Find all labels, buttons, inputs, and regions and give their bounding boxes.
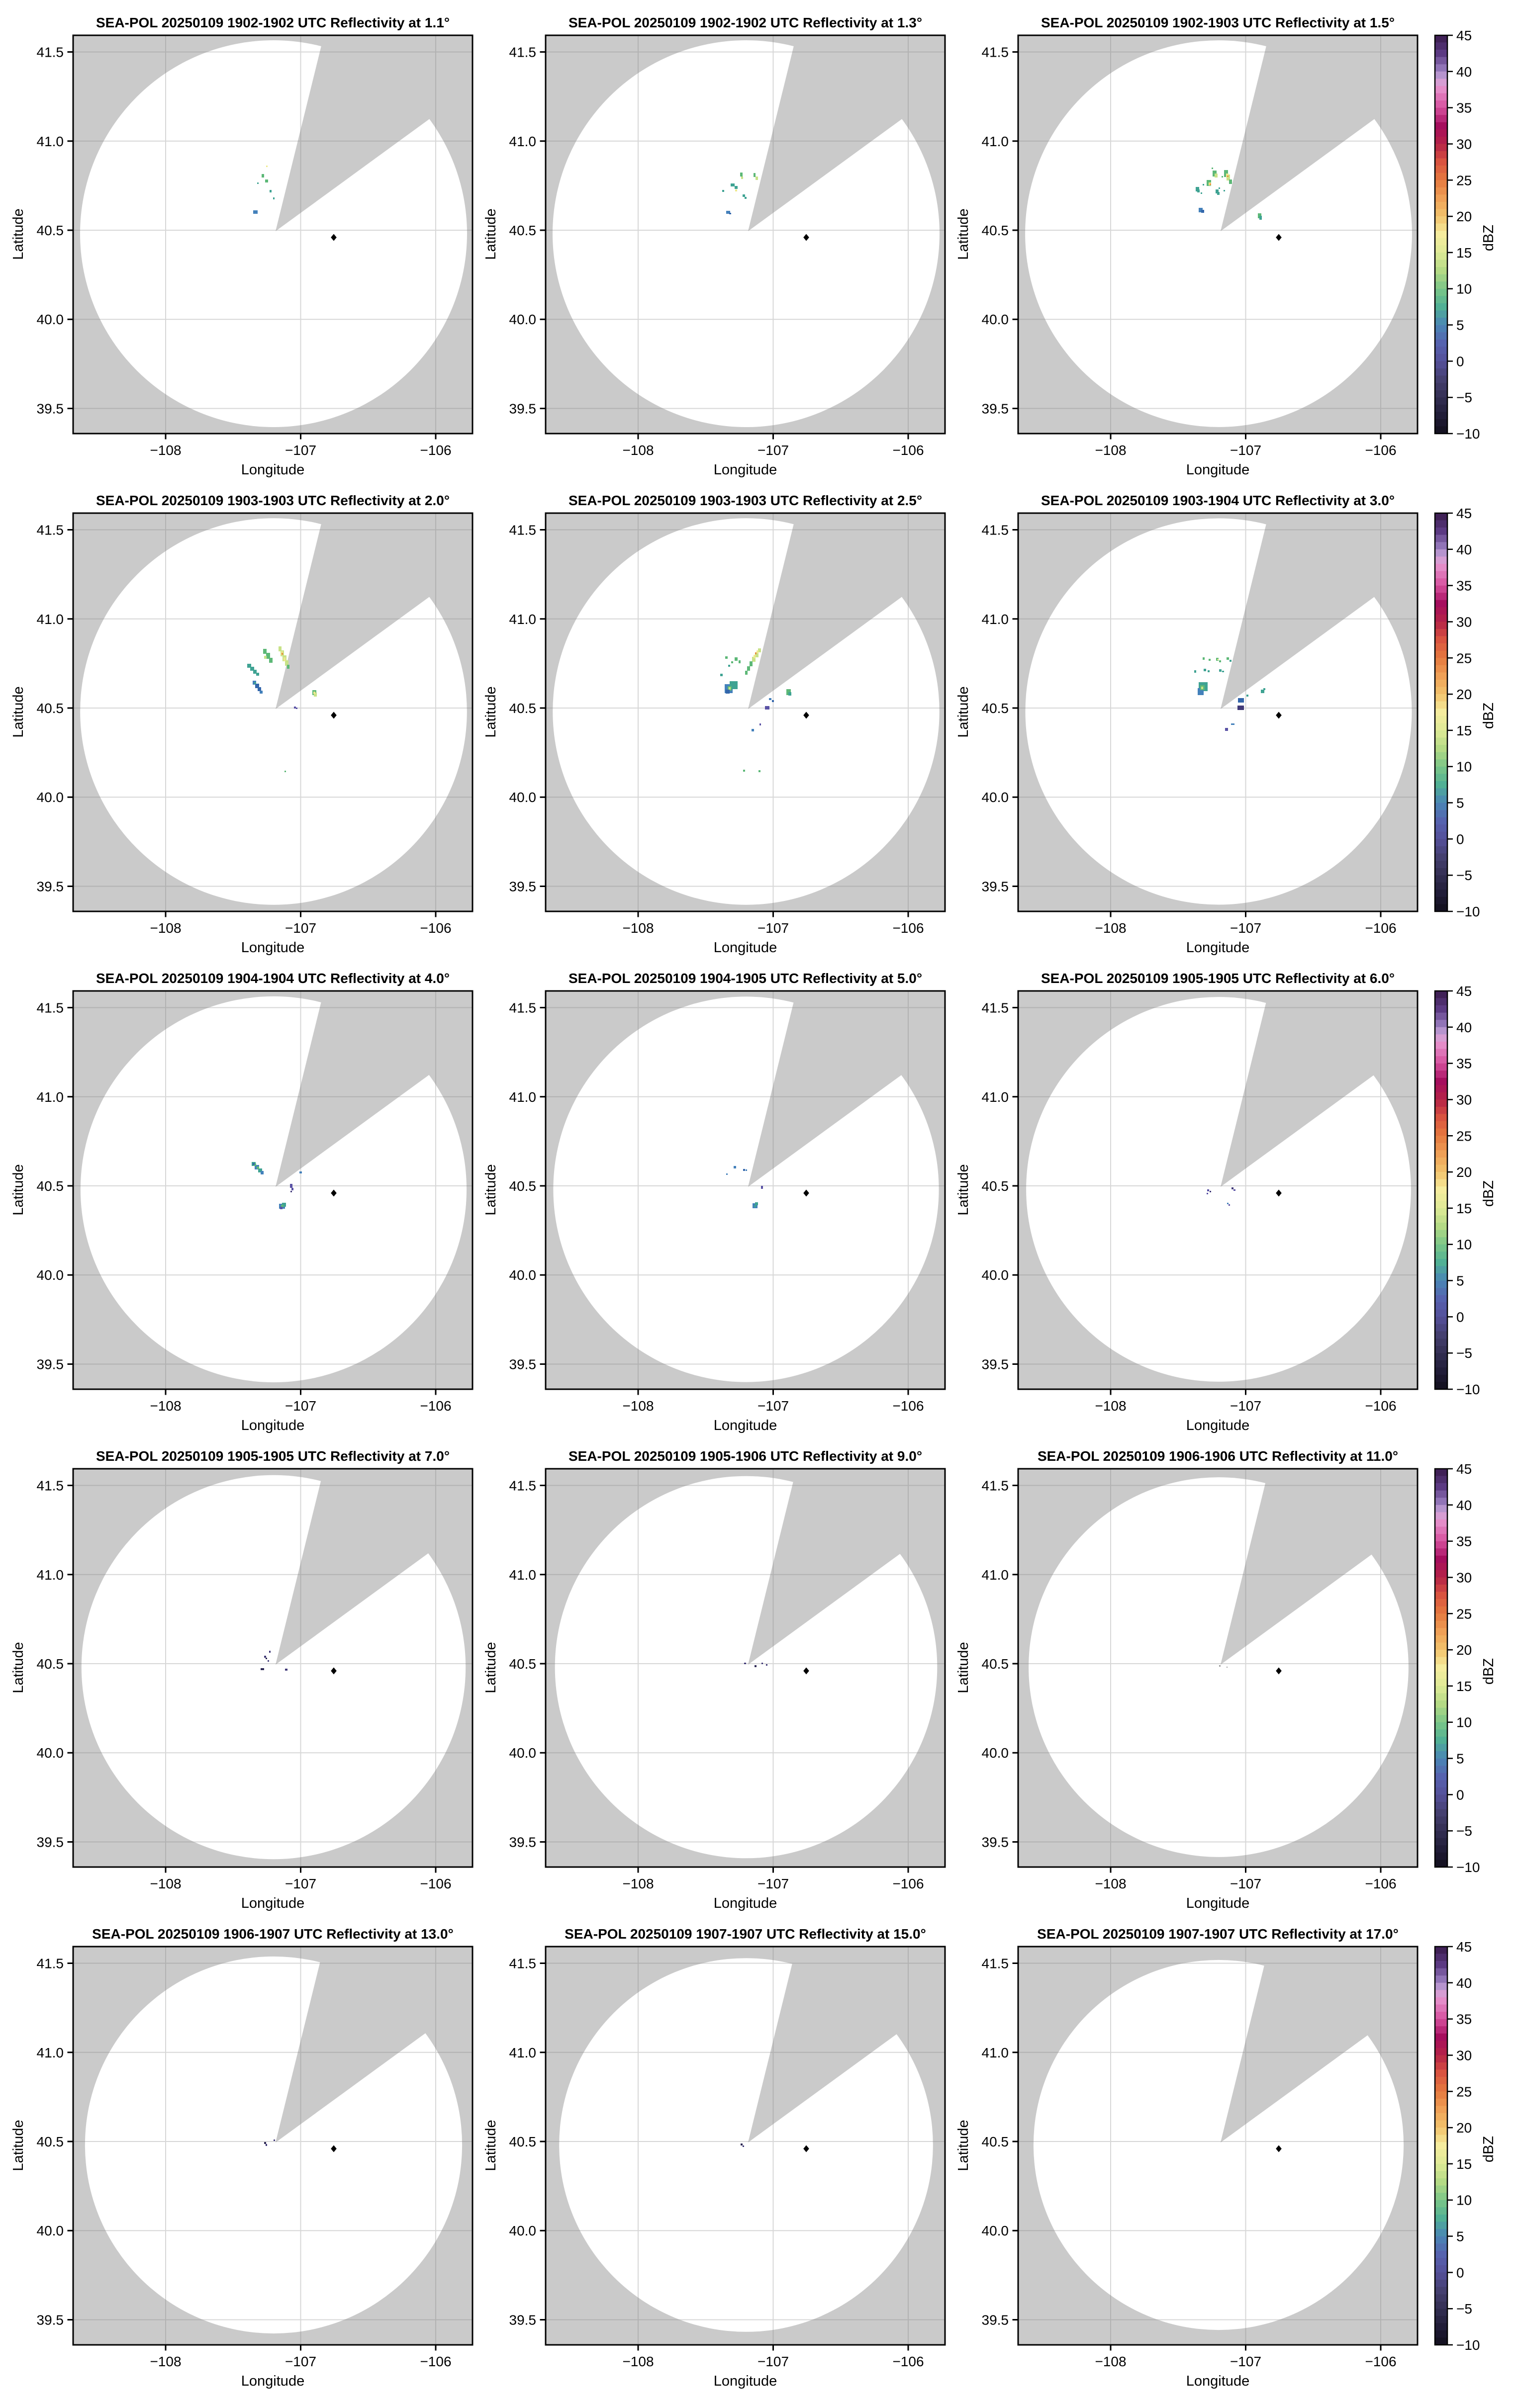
svg-text:SEA-POL 20250109 1906-1906 UTC: SEA-POL 20250109 1906-1906 UTC Reflectiv… [1038,1448,1398,1464]
svg-text:SEA-POL 20250109 1905-1905 UTC: SEA-POL 20250109 1905-1905 UTC Reflectiv… [96,1448,450,1464]
svg-text:SEA-POL 20250109 1903-1903 UTC: SEA-POL 20250109 1903-1903 UTC Reflectiv… [568,493,922,508]
svg-text:SEA-POL 20250109 1904-1905 UTC: SEA-POL 20250109 1904-1905 UTC Reflectiv… [568,971,922,986]
svg-text:SEA-POL 20250109 1907-1907 UTC: SEA-POL 20250109 1907-1907 UTC Reflectiv… [1037,1926,1399,1942]
svg-text:SEA-POL 20250109 1902-1902 UTC: SEA-POL 20250109 1902-1902 UTC Reflectiv… [568,15,922,30]
svg-text:SEA-POL 20250109 1902-1903 UTC: SEA-POL 20250109 1902-1903 UTC Reflectiv… [1041,15,1395,30]
svg-text:SEA-POL 20250109 1904-1904 UTC: SEA-POL 20250109 1904-1904 UTC Reflectiv… [96,971,450,986]
svg-text:SEA-POL 20250109 1902-1902 UTC: SEA-POL 20250109 1902-1902 UTC Reflectiv… [96,15,450,30]
svg-text:SEA-POL 20250109 1903-1904 UTC: SEA-POL 20250109 1903-1904 UTC Reflectiv… [1041,493,1395,508]
svg-text:SEA-POL 20250109 1907-1907 UTC: SEA-POL 20250109 1907-1907 UTC Reflectiv… [565,1926,926,1942]
svg-text:SEA-POL 20250109 1903-1903 UTC: SEA-POL 20250109 1903-1903 UTC Reflectiv… [96,493,450,508]
svg-text:SEA-POL 20250109 1906-1907 UTC: SEA-POL 20250109 1906-1907 UTC Reflectiv… [92,1926,454,1942]
svg-text:SEA-POL 20250109 1905-1905 UTC: SEA-POL 20250109 1905-1905 UTC Reflectiv… [1041,971,1395,986]
svg-text:SEA-POL 20250109 1905-1906 UTC: SEA-POL 20250109 1905-1906 UTC Reflectiv… [568,1448,922,1464]
